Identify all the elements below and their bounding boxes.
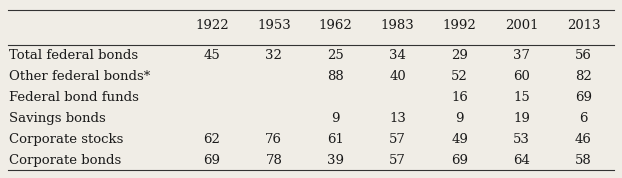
Text: 52: 52 — [451, 70, 468, 83]
Text: Corporate bonds: Corporate bonds — [9, 154, 122, 167]
Text: 76: 76 — [266, 133, 282, 146]
Text: Savings bonds: Savings bonds — [9, 112, 106, 125]
Text: 13: 13 — [389, 112, 406, 125]
Text: 53: 53 — [513, 133, 530, 146]
Text: 19: 19 — [513, 112, 530, 125]
Text: 39: 39 — [327, 154, 344, 167]
Text: 6: 6 — [579, 112, 588, 125]
Text: 88: 88 — [327, 70, 344, 83]
Text: 45: 45 — [203, 49, 220, 62]
Text: Corporate stocks: Corporate stocks — [9, 133, 124, 146]
Text: 82: 82 — [575, 70, 592, 83]
Text: 57: 57 — [389, 154, 406, 167]
Text: 58: 58 — [575, 154, 592, 167]
Text: 37: 37 — [513, 49, 530, 62]
Text: 2001: 2001 — [505, 19, 538, 32]
Text: 69: 69 — [575, 91, 592, 104]
Text: Federal bond funds: Federal bond funds — [9, 91, 139, 104]
Text: 60: 60 — [513, 70, 530, 83]
Text: 62: 62 — [203, 133, 220, 146]
Text: 64: 64 — [513, 154, 530, 167]
Text: 32: 32 — [266, 49, 282, 62]
Text: 34: 34 — [389, 49, 406, 62]
Text: 1953: 1953 — [257, 19, 290, 32]
Text: 9: 9 — [455, 112, 464, 125]
Text: 25: 25 — [327, 49, 344, 62]
Text: 46: 46 — [575, 133, 592, 146]
Text: 9: 9 — [332, 112, 340, 125]
Text: 78: 78 — [266, 154, 282, 167]
Text: 2013: 2013 — [567, 19, 600, 32]
Text: 1992: 1992 — [443, 19, 476, 32]
Text: 16: 16 — [451, 91, 468, 104]
Text: 69: 69 — [203, 154, 220, 167]
Text: 49: 49 — [451, 133, 468, 146]
Text: 40: 40 — [389, 70, 406, 83]
Text: 1962: 1962 — [319, 19, 353, 32]
Text: 61: 61 — [327, 133, 344, 146]
Text: Total federal bonds: Total federal bonds — [9, 49, 139, 62]
Text: Other federal bonds*: Other federal bonds* — [9, 70, 151, 83]
Text: 29: 29 — [451, 49, 468, 62]
Text: 57: 57 — [389, 133, 406, 146]
Text: 1922: 1922 — [195, 19, 229, 32]
Text: 1983: 1983 — [381, 19, 415, 32]
Text: 56: 56 — [575, 49, 592, 62]
Text: 15: 15 — [513, 91, 530, 104]
Text: 69: 69 — [451, 154, 468, 167]
